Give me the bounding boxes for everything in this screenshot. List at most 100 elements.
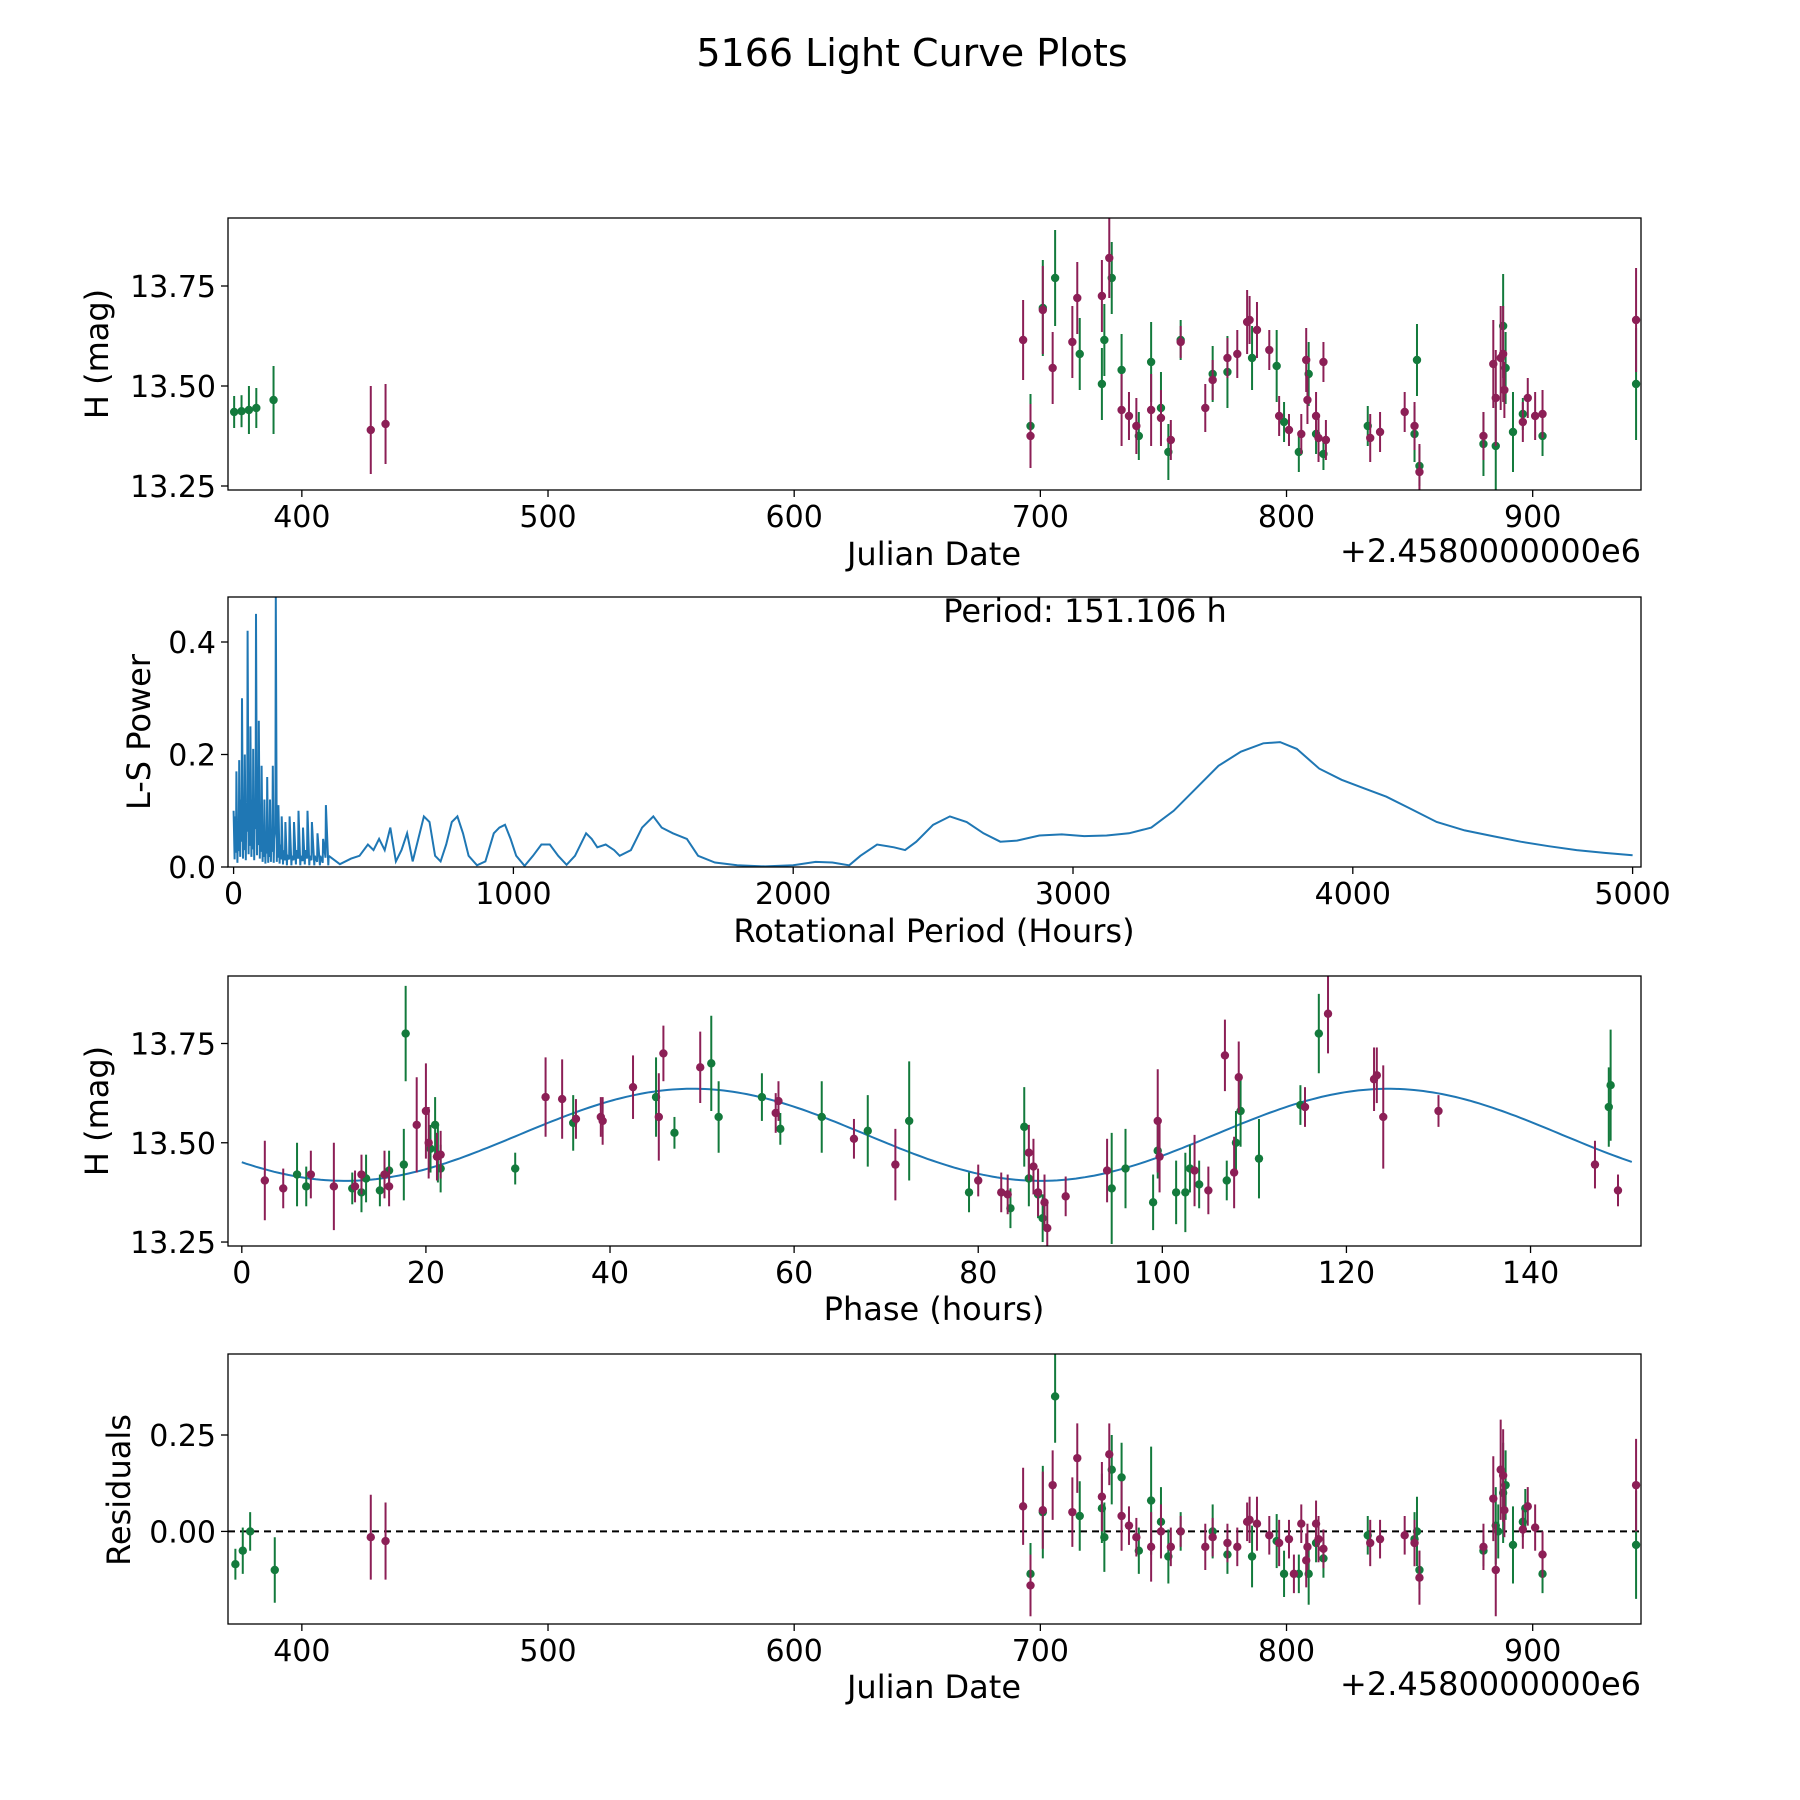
lightcurve-point-maroon	[1530, 411, 1540, 421]
phase-point-maroon	[1220, 1051, 1230, 1060]
phase-point-maroon	[1613, 1186, 1623, 1195]
lightcurve-ytick-label: 13.25	[130, 470, 216, 505]
residuals-point-maroon	[1366, 1538, 1375, 1548]
residuals-point-maroon	[1479, 1542, 1488, 1552]
residuals-point-maroon	[1252, 1519, 1262, 1528]
residuals-point-maroon	[1489, 1494, 1498, 1503]
phase-xtick-label: 140	[1502, 1256, 1559, 1291]
phase-point-maroon	[384, 1182, 394, 1191]
residuals-point-maroon	[1375, 1534, 1385, 1544]
residuals-point-maroon	[1208, 1533, 1217, 1542]
phase-point-green	[1121, 1164, 1130, 1173]
lightcurve-point-maroon	[1302, 355, 1311, 365]
lightcurve-point-maroon	[1038, 305, 1048, 315]
residuals-point-maroon	[381, 1536, 390, 1546]
lightcurve-xtick-label: 500	[519, 500, 576, 535]
phase-point-green	[1314, 1029, 1324, 1038]
lightcurve-point-maroon	[1500, 385, 1509, 395]
phase-point-maroon	[557, 1094, 567, 1104]
lightcurve-point-maroon	[1252, 325, 1262, 335]
residuals-point-maroon	[1018, 1502, 1028, 1511]
residuals-point-maroon	[1132, 1533, 1141, 1542]
periodogram-xtick-label: 0	[224, 877, 243, 912]
phase-point-green	[707, 1059, 716, 1068]
residuals-point-maroon	[1245, 1515, 1254, 1525]
panel-periodogram: 0 1000 2000 3000 4000 5000 0.0 0.2 0.4 Period: 1…	[120, 592, 1671, 950]
residuals-ylabel: Residuals	[100, 1414, 138, 1566]
phase-point-maroon	[1300, 1102, 1310, 1112]
phase-point-green	[375, 1186, 385, 1195]
lightcurve-xtick-label: 600	[766, 500, 823, 535]
phase-point-green	[1038, 1214, 1047, 1223]
residuals-point-maroon	[1491, 1565, 1500, 1575]
residuals-point-maroon	[1026, 1581, 1035, 1590]
lightcurve-point-green	[1279, 417, 1289, 427]
residuals-point-green	[1050, 1392, 1060, 1401]
lightcurve-point-maroon	[1400, 407, 1409, 417]
lightcurve-xlabel: Julian Date	[845, 535, 1021, 573]
lightcurve-point-maroon	[1410, 421, 1419, 431]
lightcurve-plot-area	[229, 218, 1641, 490]
periodogram-ytick-label: 0.0	[168, 851, 216, 886]
lightcurve-point-maroon	[1146, 405, 1156, 415]
lightcurve-point-maroon	[1223, 353, 1232, 363]
residuals-point-maroon	[366, 1533, 375, 1542]
lightcurve-point-maroon	[1479, 431, 1488, 441]
residuals-point-green	[1075, 1511, 1084, 1521]
residuals-plot-area	[228, 1354, 1641, 1617]
phase-point-maroon	[1024, 1148, 1034, 1157]
lightcurve-point-maroon	[1233, 349, 1242, 359]
phase-xtick-label: 120	[1318, 1256, 1375, 1291]
residuals-point-green	[1117, 1473, 1126, 1482]
lightcurve-point-maroon	[1297, 429, 1306, 439]
periodogram-xtick-label: 4000	[1315, 877, 1391, 912]
phase-xtick-label: 100	[1134, 1256, 1191, 1291]
lightcurve-point-green	[237, 407, 246, 416]
lightcurve-point-maroon	[1265, 345, 1274, 355]
lightcurve-point-maroon	[1375, 427, 1385, 437]
lightcurve-point-maroon	[1303, 395, 1312, 405]
lightcurve-point-maroon	[1538, 409, 1547, 419]
residuals-point-maroon	[1068, 1507, 1077, 1517]
residuals-point-maroon	[1284, 1534, 1294, 1544]
lightcurve-point-green	[1117, 365, 1126, 375]
phase-point-maroon	[424, 1138, 433, 1147]
periodogram-spikes-line	[232, 597, 330, 866]
residuals-frame	[227, 1353, 1642, 1625]
residuals-point-maroon	[1146, 1542, 1156, 1552]
lightcurve-ytick-label: 13.50	[130, 370, 216, 405]
residuals-point-maroon	[1518, 1525, 1528, 1534]
phase-point-maroon	[1234, 1073, 1243, 1082]
phase-point-green	[399, 1160, 409, 1169]
lightcurve-ylabel: H (mag)	[78, 289, 116, 419]
lightcurve-point-maroon	[1176, 337, 1185, 347]
phase-point-maroon	[329, 1182, 339, 1191]
residuals-point-maroon	[1415, 1573, 1424, 1582]
phase-xtick-label: 40	[591, 1256, 629, 1291]
residuals-point-maroon	[1073, 1453, 1082, 1463]
phase-ytick-label: 13.75	[130, 1028, 216, 1063]
phase-point-green	[511, 1164, 520, 1173]
residuals-point-maroon	[1631, 1480, 1641, 1490]
phase-point-maroon	[1029, 1162, 1038, 1171]
residuals-xtick-label: 700	[1012, 1634, 1069, 1669]
lightcurve-point-green	[229, 407, 239, 417]
lightcurve-point-maroon	[1124, 411, 1134, 421]
periodogram-xtick-label: 3000	[1035, 877, 1111, 912]
phase-point-maroon	[1043, 1223, 1052, 1233]
lightcurve-point-green	[269, 395, 278, 405]
lightcurve-point-green	[1631, 379, 1641, 389]
lightcurve-point-maroon	[1105, 253, 1114, 263]
phase-point-maroon	[1153, 1116, 1162, 1126]
phase-point-maroon	[1590, 1160, 1600, 1169]
phase-point-green	[817, 1112, 826, 1122]
phase-point-maroon	[628, 1082, 638, 1092]
phase-point-green	[904, 1116, 914, 1126]
lightcurve-point-green	[1050, 273, 1060, 283]
phase-point-maroon	[1323, 1009, 1333, 1018]
residuals-point-green	[1631, 1540, 1641, 1550]
periodogram-plot-area	[232, 597, 1633, 867]
lightcurve-xtick-label: 700	[1012, 500, 1069, 535]
residuals-x-offset: +2.4580000000e6	[1340, 1665, 1641, 1703]
